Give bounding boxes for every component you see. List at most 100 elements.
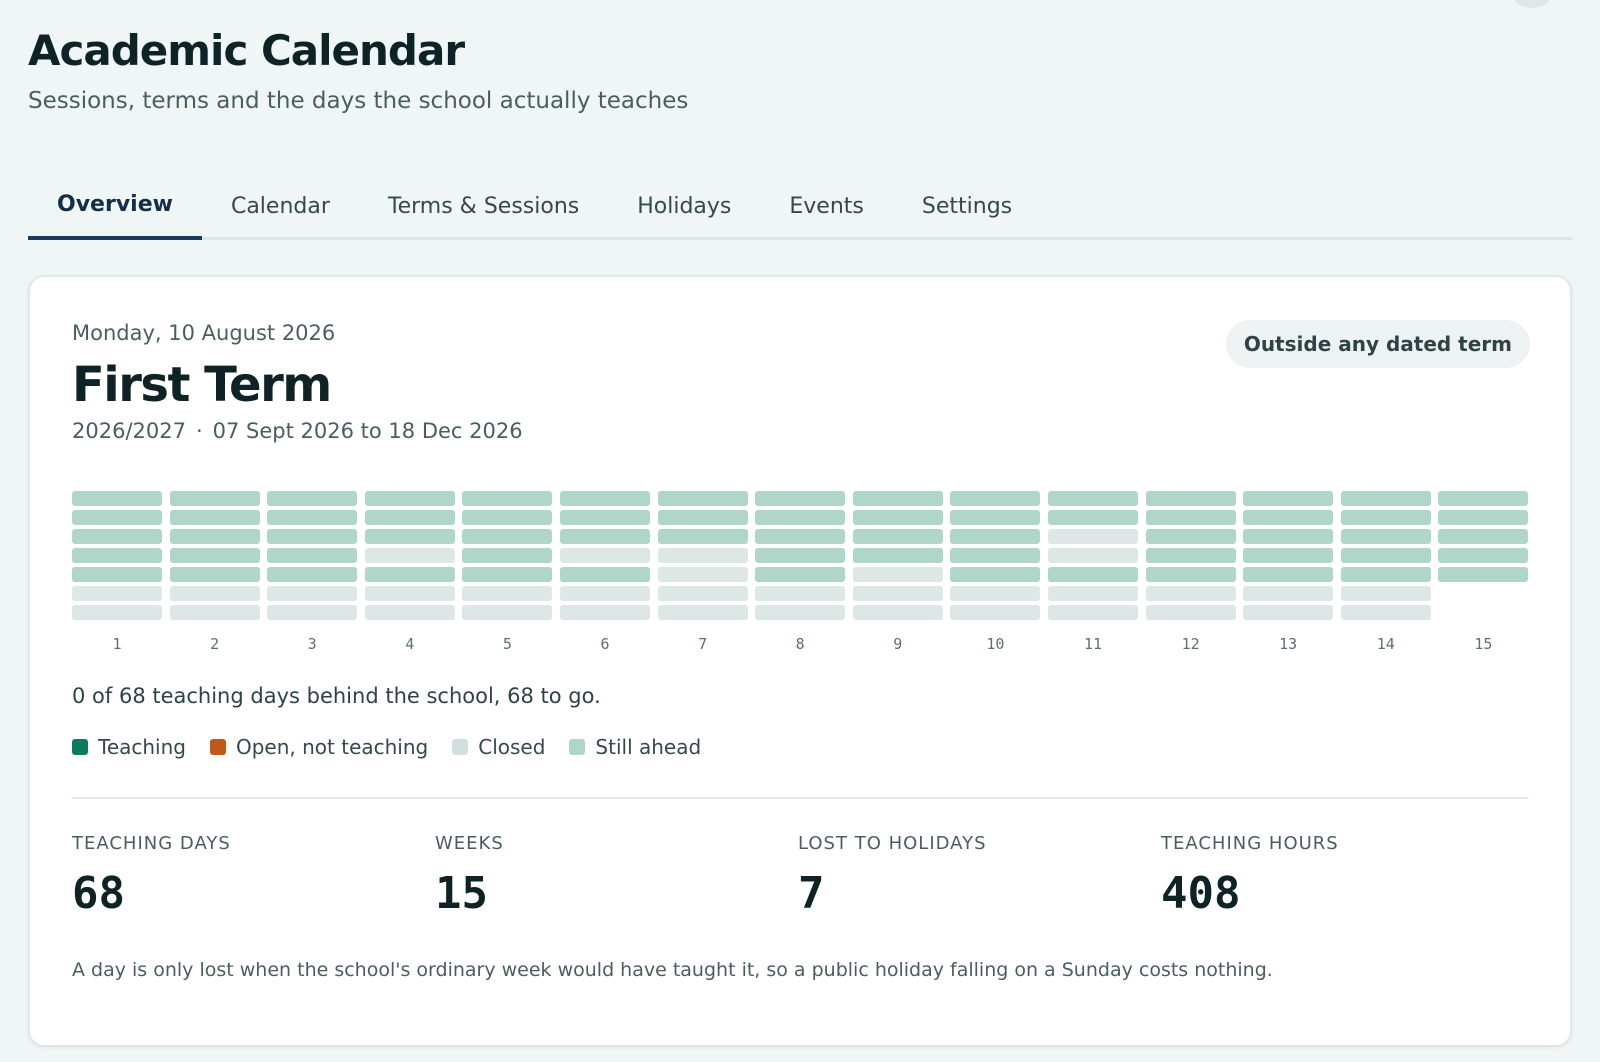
day-block-ahead[interactable]: [169, 548, 260, 563]
day-block-closed[interactable]: [852, 586, 943, 601]
day-block-ahead[interactable]: [169, 567, 260, 582]
day-block-closed[interactable]: [1243, 605, 1334, 620]
day-block-ahead[interactable]: [755, 548, 846, 563]
day-block-ahead[interactable]: [462, 567, 553, 582]
day-block-ahead[interactable]: [1243, 491, 1334, 506]
day-block-ahead[interactable]: [1145, 491, 1236, 506]
day-block-closed[interactable]: [267, 586, 358, 601]
day-block-ahead[interactable]: [1438, 491, 1529, 506]
day-block-closed[interactable]: [1340, 605, 1431, 620]
day-block-closed[interactable]: [560, 586, 650, 601]
day-block-ahead[interactable]: [950, 567, 1041, 582]
day-block-ahead[interactable]: [267, 548, 358, 563]
day-block-closed[interactable]: [852, 605, 943, 620]
day-block-closed[interactable]: [1048, 605, 1138, 620]
day-block-ahead[interactable]: [755, 529, 846, 544]
day-block-ahead[interactable]: [560, 567, 650, 582]
tab-overview[interactable]: Overview: [28, 172, 202, 240]
day-block-ahead[interactable]: [364, 491, 455, 506]
day-block-ahead[interactable]: [364, 510, 455, 525]
day-block-closed[interactable]: [950, 586, 1041, 601]
day-block-closed[interactable]: [1243, 586, 1334, 601]
day-block-closed[interactable]: [950, 605, 1041, 620]
day-block-ahead[interactable]: [657, 510, 748, 525]
day-block-closed[interactable]: [1340, 586, 1431, 601]
day-block-ahead[interactable]: [169, 491, 260, 506]
day-block-ahead[interactable]: [1145, 510, 1236, 525]
day-block-ahead[interactable]: [72, 567, 162, 582]
day-block-closed[interactable]: [657, 567, 748, 582]
day-block-ahead[interactable]: [364, 567, 455, 582]
day-block-ahead[interactable]: [950, 548, 1041, 563]
day-block-closed[interactable]: [462, 605, 553, 620]
day-block-closed[interactable]: [755, 586, 846, 601]
day-block-ahead[interactable]: [1340, 491, 1431, 506]
day-block-closed[interactable]: [267, 605, 358, 620]
day-block-closed[interactable]: [1145, 586, 1236, 601]
day-block-ahead[interactable]: [950, 491, 1041, 506]
day-block-ahead[interactable]: [267, 491, 358, 506]
day-block-ahead[interactable]: [657, 529, 748, 544]
day-block-closed[interactable]: [1048, 548, 1138, 563]
day-block-ahead[interactable]: [657, 491, 748, 506]
avatar[interactable]: [1514, 0, 1550, 8]
day-block-ahead[interactable]: [462, 548, 553, 563]
day-block-closed[interactable]: [1145, 605, 1236, 620]
day-block-ahead[interactable]: [1145, 567, 1236, 582]
day-block-ahead[interactable]: [169, 510, 260, 525]
day-block-ahead[interactable]: [267, 529, 358, 544]
day-block-ahead[interactable]: [1340, 510, 1431, 525]
day-block-ahead[interactable]: [852, 491, 943, 506]
day-block-ahead[interactable]: [1243, 510, 1334, 525]
day-block-ahead[interactable]: [462, 491, 553, 506]
day-block-closed[interactable]: [72, 586, 162, 601]
day-block-ahead[interactable]: [1243, 567, 1334, 582]
day-block-closed[interactable]: [462, 586, 553, 601]
tab-events[interactable]: Events: [789, 193, 864, 219]
day-block-ahead[interactable]: [1438, 548, 1529, 563]
day-block-ahead[interactable]: [72, 510, 162, 525]
day-block-ahead[interactable]: [755, 510, 846, 525]
day-block-ahead[interactable]: [169, 529, 260, 544]
day-block-ahead[interactable]: [462, 510, 553, 525]
day-block-ahead[interactable]: [1438, 529, 1529, 544]
day-block-ahead[interactable]: [755, 491, 846, 506]
day-block-ahead[interactable]: [1340, 548, 1431, 563]
day-block-ahead[interactable]: [1145, 548, 1236, 563]
day-block-closed[interactable]: [364, 605, 455, 620]
day-block-ahead[interactable]: [364, 529, 455, 544]
day-block-closed[interactable]: [169, 586, 260, 601]
day-block-closed[interactable]: [364, 586, 455, 601]
day-block-ahead[interactable]: [1243, 548, 1334, 563]
day-block-ahead[interactable]: [1145, 529, 1236, 544]
day-block-closed[interactable]: [169, 605, 260, 620]
day-block-closed[interactable]: [657, 586, 748, 601]
day-block-ahead[interactable]: [1243, 529, 1334, 544]
day-block-ahead[interactable]: [72, 548, 162, 563]
day-block-ahead[interactable]: [852, 529, 943, 544]
day-block-ahead[interactable]: [950, 529, 1041, 544]
day-block-closed[interactable]: [72, 605, 162, 620]
day-block-closed[interactable]: [657, 605, 748, 620]
day-block-ahead[interactable]: [1340, 567, 1431, 582]
day-block-closed[interactable]: [364, 548, 455, 563]
tab-calendar[interactable]: Calendar: [230, 193, 330, 219]
day-block-closed[interactable]: [852, 567, 943, 582]
day-block-ahead[interactable]: [267, 510, 358, 525]
day-block-ahead[interactable]: [755, 567, 846, 582]
day-block-closed[interactable]: [657, 548, 748, 563]
day-block-closed[interactable]: [755, 605, 846, 620]
day-block-ahead[interactable]: [560, 510, 650, 525]
day-block-ahead[interactable]: [1438, 567, 1529, 582]
day-block-ahead[interactable]: [852, 548, 943, 563]
day-block-closed[interactable]: [1048, 529, 1138, 544]
day-block-closed[interactable]: [560, 605, 650, 620]
tab-holidays[interactable]: Holidays: [637, 193, 732, 219]
tab-terms-sessions[interactable]: Terms & Sessions: [387, 193, 580, 219]
day-block-ahead[interactable]: [1048, 491, 1138, 506]
day-block-closed[interactable]: [1048, 586, 1138, 601]
day-block-ahead[interactable]: [560, 491, 650, 506]
day-block-ahead[interactable]: [560, 529, 650, 544]
day-block-ahead[interactable]: [1048, 510, 1138, 525]
day-block-ahead[interactable]: [267, 567, 358, 582]
